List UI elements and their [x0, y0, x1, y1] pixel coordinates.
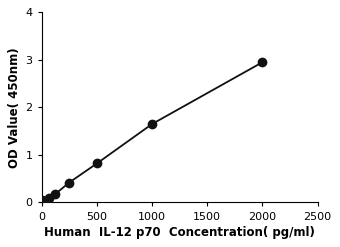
Y-axis label: OD Value( 450nm): OD Value( 450nm): [8, 47, 21, 168]
X-axis label: Human  IL-12 p70  Concentration( pg/ml): Human IL-12 p70 Concentration( pg/ml): [44, 226, 315, 239]
